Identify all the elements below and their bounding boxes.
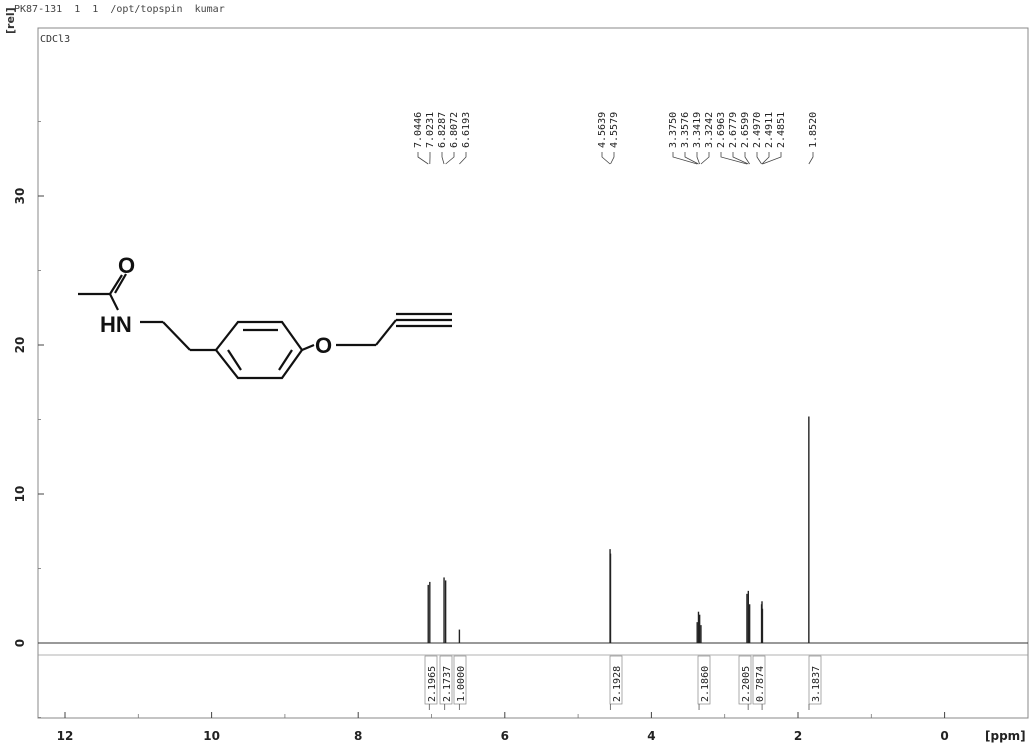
- y-tick-label: 20: [13, 337, 27, 354]
- peak-label: 2.4911: [764, 112, 775, 148]
- x-axis: 12 10 8 6 4 2 0: [57, 712, 949, 743]
- ether-oxygen-atom: O: [315, 333, 332, 358]
- x-tick-label: 10: [203, 729, 220, 743]
- peak-label: 2.6779: [728, 112, 739, 148]
- peak-label: 3.3242: [704, 112, 715, 148]
- peak-leader: [732, 152, 749, 165]
- peak-label: 6.8072: [449, 112, 460, 148]
- integral-value: 2.1928: [612, 666, 623, 702]
- peak-leader: [417, 152, 429, 165]
- x-tick-label: 0: [940, 729, 948, 743]
- integral-value: 2.1737: [442, 666, 453, 702]
- integral-value: 0.7874: [755, 666, 766, 702]
- x-tick-label: 2: [794, 729, 802, 743]
- x-tick-label: 6: [501, 729, 509, 743]
- acquisition-header: PK87-131 1 1 /opt/topspin kumar: [14, 4, 225, 15]
- peak-label: 4.5639: [597, 112, 608, 148]
- integral-box: [609, 655, 623, 705]
- peak-label: 6.8287: [437, 112, 448, 148]
- peak-label: 2.4851: [776, 112, 787, 148]
- peak-label: 2.4970: [752, 112, 763, 148]
- peak-label: 3.3419: [692, 112, 703, 148]
- y-tick-label: 10: [13, 486, 27, 503]
- peak-leader: [441, 152, 445, 165]
- x-axis-label: [ppm]: [985, 729, 1026, 743]
- plot-frame: [37, 27, 1029, 719]
- integral-value: 2.1965: [427, 666, 438, 702]
- peak-label: 7.0446: [413, 112, 424, 148]
- peak-leader: [445, 152, 455, 165]
- y-tick-label: 30: [13, 188, 27, 205]
- y-axis: 0 10 20 30: [13, 121, 44, 718]
- integral-value: 3.1837: [811, 666, 822, 702]
- x-tick-label: 12: [57, 729, 74, 743]
- peak-label: 1.8520: [808, 112, 819, 148]
- peak-leader: [744, 152, 750, 165]
- molecule-structure: [78, 273, 452, 380]
- peak-leader: [762, 152, 782, 165]
- integral-box: [424, 655, 438, 705]
- amide-nitrogen-atom: HN: [100, 312, 132, 337]
- integrals: 2.1965 2.1737 1.0000 2.1928 2.1860 2.2005 0.78…: [424, 655, 822, 710]
- integral-box: [453, 655, 467, 705]
- y-tick-label: 0: [13, 639, 27, 647]
- peak-leader: [756, 152, 762, 165]
- peak-leader: [761, 152, 770, 165]
- peak-leader: [696, 152, 701, 165]
- integral-value: 1.0000: [456, 666, 467, 702]
- peak-label: 3.3576: [680, 112, 691, 148]
- integral-value: 2.2005: [741, 666, 752, 702]
- peak-label: 3.3750: [668, 112, 679, 148]
- peak-leader: [601, 152, 611, 165]
- integral-box: [752, 655, 766, 705]
- peak-label: 2.6963: [716, 112, 727, 148]
- peak-leader: [610, 152, 615, 165]
- x-tick-label: 8: [354, 729, 362, 743]
- peak-leader: [684, 152, 699, 165]
- integral-box: [808, 655, 822, 705]
- peak-label: 4.5579: [609, 112, 620, 148]
- peak-labels: 7.0446 7.0231 6.8287 6.8072 6.6193 4.5639 4.55…: [413, 112, 819, 165]
- carbonyl-oxygen-atom: O: [118, 253, 135, 278]
- peak-label: 6.6193: [461, 112, 472, 148]
- peak-label: 2.6599: [740, 112, 751, 148]
- solvent-label: CDCl3: [40, 34, 71, 45]
- peak-leader: [808, 152, 814, 165]
- integral-box: [439, 655, 453, 705]
- peak-leader: [672, 152, 698, 165]
- x-tick-label: 4: [647, 729, 655, 743]
- spectrum-trace: [38, 416, 1028, 644]
- integral-box: [697, 655, 711, 705]
- peak-leader: [700, 152, 710, 165]
- integral-box: [738, 655, 752, 705]
- peak-leader: [459, 152, 467, 165]
- peak-leader: [720, 152, 748, 165]
- peak-label: 7.0231: [425, 112, 436, 148]
- integral-value: 2.1860: [700, 666, 711, 702]
